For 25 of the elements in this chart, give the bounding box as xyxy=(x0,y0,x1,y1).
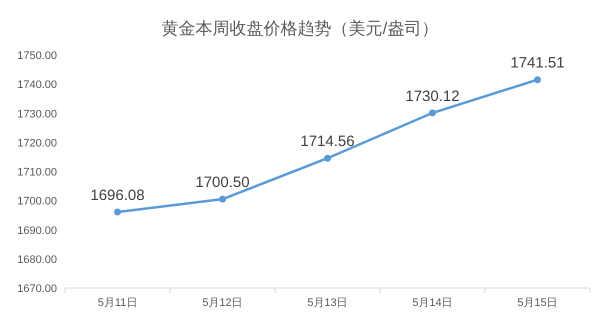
y-tick-label: 1700.00 xyxy=(17,196,57,208)
y-tick-label: 1710.00 xyxy=(17,166,57,178)
text: 1700.50 xyxy=(195,174,250,192)
y-tick-label: 1750.00 xyxy=(17,50,57,62)
y-tick-label: 1680.00 xyxy=(17,254,57,266)
text: 1696.08 xyxy=(90,187,145,204)
point xyxy=(324,154,331,162)
x-tick-label: 5月11日 xyxy=(98,297,138,309)
y-tick-label: 1690.00 xyxy=(17,224,57,237)
chart-title: 黄金本周收盘价格趋势（美元/盎司） xyxy=(162,19,438,38)
y-tick-label: 1730.00 xyxy=(17,108,57,120)
point xyxy=(534,76,541,84)
x-tick-label: 5月15日 xyxy=(517,297,558,309)
text: 1730.12 xyxy=(405,88,460,105)
point xyxy=(114,208,121,216)
x-tick-label: 5月14日 xyxy=(412,297,453,309)
point xyxy=(219,196,226,203)
y-tick-label: 1670.00 xyxy=(17,283,57,295)
y-tick-label: 1720.00 xyxy=(17,137,57,150)
text: 1741.51 xyxy=(510,54,565,72)
point xyxy=(429,109,436,116)
y-tick-label: 1740.00 xyxy=(17,79,57,92)
x-tick-label: 5月13日 xyxy=(307,297,348,309)
x-tick-label: 5月12日 xyxy=(202,297,243,309)
text: 1714.56 xyxy=(300,133,355,150)
